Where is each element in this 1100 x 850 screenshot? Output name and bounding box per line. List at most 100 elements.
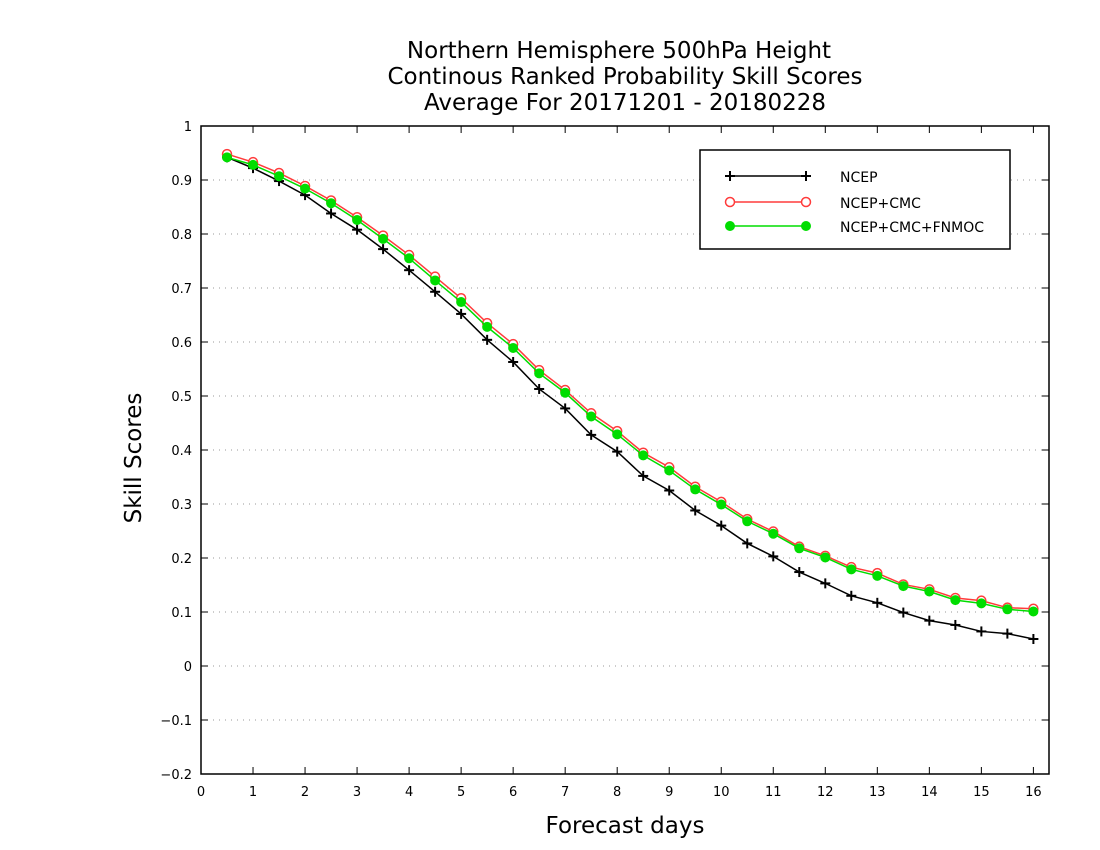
- title-line-1: Northern Hemisphere 500hPa Height: [407, 38, 831, 64]
- data-point: [846, 564, 857, 575]
- series-layer: [221, 148, 1039, 644]
- data-point: [1028, 606, 1039, 617]
- data-point: [352, 214, 363, 225]
- data-point: [586, 429, 597, 440]
- x-tick-label: 13: [869, 785, 886, 800]
- x-tick-label: 0: [197, 785, 205, 800]
- x-tick-label: 10: [713, 785, 730, 800]
- data-point: [352, 224, 363, 235]
- chart-title: Northern Hemisphere 500hPa Height Contin…: [387, 38, 862, 116]
- y-tick-label: 0: [184, 660, 192, 675]
- data-point: [638, 450, 649, 461]
- x-tick-label: 2: [301, 785, 309, 800]
- data-point: [872, 570, 883, 581]
- legend-box: [699, 149, 1011, 250]
- legend-sample-2: [725, 221, 811, 231]
- data-point: [456, 297, 467, 308]
- data-point: [690, 484, 701, 495]
- legend-label-ncep-cmc: NCEP+CMC: [840, 196, 921, 212]
- data-point: [378, 233, 389, 244]
- y-tick-label: 0.4: [171, 444, 192, 459]
- data-point: [508, 342, 519, 353]
- data-point: [794, 567, 805, 578]
- legend-samples: [724, 171, 812, 231]
- data-point: [430, 275, 441, 286]
- data-point: [560, 387, 571, 398]
- x-tick-label: 3: [353, 785, 361, 800]
- data-point: [404, 253, 415, 264]
- data-point: [586, 411, 597, 422]
- data-point: [950, 595, 961, 606]
- data-point: [326, 198, 337, 209]
- data-point: [612, 446, 623, 457]
- data-point: [924, 615, 935, 626]
- x-tick-label: 8: [613, 785, 621, 800]
- data-point: [794, 543, 805, 554]
- data-point: [248, 159, 259, 170]
- data-point: [534, 383, 545, 394]
- y-tick-label: 0.7: [171, 282, 192, 297]
- data-point: [1002, 628, 1013, 639]
- data-point: [482, 334, 493, 345]
- gridlines: [201, 179, 1049, 721]
- title-line-3: Average For 20171201 - 20180228: [424, 90, 826, 116]
- y-tick-label: 0.2: [171, 552, 192, 567]
- data-point: [222, 152, 233, 163]
- data-point: [976, 626, 987, 637]
- legend-label-ncep: NCEP: [840, 170, 878, 186]
- data-point: [724, 196, 736, 208]
- x-tick-label: 15: [973, 785, 990, 800]
- x-tick-label: 9: [665, 785, 673, 800]
- data-point: [768, 551, 779, 562]
- data-point: [430, 286, 441, 297]
- data-point: [664, 465, 675, 476]
- series-ncep: [222, 152, 1039, 644]
- data-point: [716, 499, 727, 510]
- series-ncep-cmc-fnmoc: [222, 152, 1039, 617]
- y-tick-label: 1: [184, 120, 192, 135]
- data-point: [534, 368, 545, 379]
- y-tick-label: 0.3: [171, 498, 192, 513]
- series-line: [226, 156, 1034, 640]
- data-point: [664, 485, 675, 496]
- data-point: [404, 265, 415, 276]
- y-tick-label: 0.5: [171, 390, 192, 405]
- y-tick-label: −0.2: [160, 768, 192, 783]
- data-point: [846, 590, 857, 601]
- x-tick-label: 14: [921, 785, 938, 800]
- data-point: [508, 356, 519, 367]
- data-point: [690, 505, 701, 516]
- legend: NCEP NCEP+CMC NCEP+CMC+FNMOC: [699, 149, 1011, 250]
- data-point: [950, 619, 961, 630]
- x-tick-label: 12: [817, 785, 834, 800]
- legend-label-ncep-cmc-fnmoc: NCEP+CMC+FNMOC: [840, 220, 984, 236]
- x-tick-label: 11: [765, 785, 782, 800]
- data-point: [612, 429, 623, 440]
- x-tick-label: 6: [509, 785, 517, 800]
- y-tick-label: −0.1: [160, 714, 192, 729]
- data-point: [560, 403, 571, 414]
- data-point: [716, 520, 727, 531]
- data-point: [725, 171, 735, 181]
- data-point: [638, 470, 649, 481]
- data-point: [976, 598, 987, 609]
- x-tick-label: 4: [405, 785, 413, 800]
- data-point: [1028, 634, 1039, 644]
- axis-ticks: −0.2−0.100.10.20.30.40.50.60.70.80.910 1 2…: [160, 120, 1049, 800]
- data-point: [482, 321, 493, 332]
- y-tick-label: 0.8: [171, 228, 192, 243]
- x-tick-label: 16: [1025, 785, 1042, 800]
- data-point: [768, 528, 779, 539]
- y-tick-label: 0.1: [171, 606, 192, 621]
- data-point: [725, 221, 735, 231]
- data-point: [800, 196, 812, 208]
- data-point: [924, 586, 935, 597]
- data-point: [898, 581, 909, 592]
- title-line-2: Continous Ranked Probability Skill Score…: [387, 64, 862, 90]
- x-tick-label: 1: [249, 785, 257, 800]
- data-point: [872, 597, 883, 608]
- x-tick-label: 5: [457, 785, 465, 800]
- data-point: [378, 244, 389, 255]
- data-point: [274, 171, 285, 182]
